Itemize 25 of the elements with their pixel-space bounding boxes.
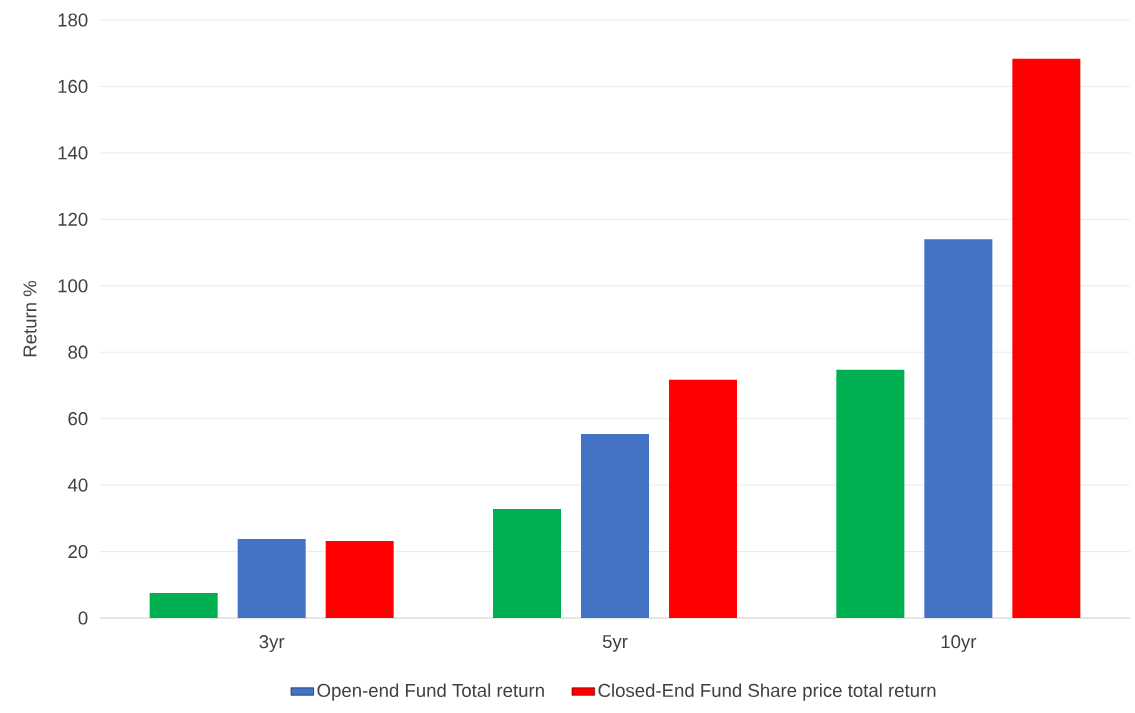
y-tick-label: 140: [58, 146, 88, 160]
y-tick-label: 20: [68, 544, 88, 559]
y-tick-label: 100: [58, 279, 88, 293]
x-tick-label: 10yr: [941, 635, 977, 652]
y-tick-label: 120: [58, 212, 88, 226]
bar: [493, 509, 562, 618]
bar: [237, 538, 306, 618]
y-tick-label: 0: [78, 611, 88, 625]
y-tick-label: 180: [58, 13, 88, 27]
y-tick-label: 80: [68, 345, 88, 359]
bar: [924, 239, 993, 618]
y-axis-title: Return %: [23, 280, 37, 357]
y-tick-label: 40: [67, 478, 88, 492]
legend-label: Open-end Fund Total return: [317, 683, 544, 701]
bar: [149, 593, 218, 618]
bar: [581, 433, 650, 618]
y-tick-label: 60: [68, 412, 88, 426]
x-tick-label: 5yr: [602, 635, 628, 652]
x-tick-label: 3yr: [259, 635, 285, 652]
bar: [1012, 58, 1081, 618]
legend-label: Closed-End Fund Share price total return: [598, 683, 936, 701]
y-tick-label: 160: [58, 79, 88, 94]
bar: [669, 379, 738, 618]
bar: [836, 369, 905, 618]
bar: [325, 540, 394, 618]
